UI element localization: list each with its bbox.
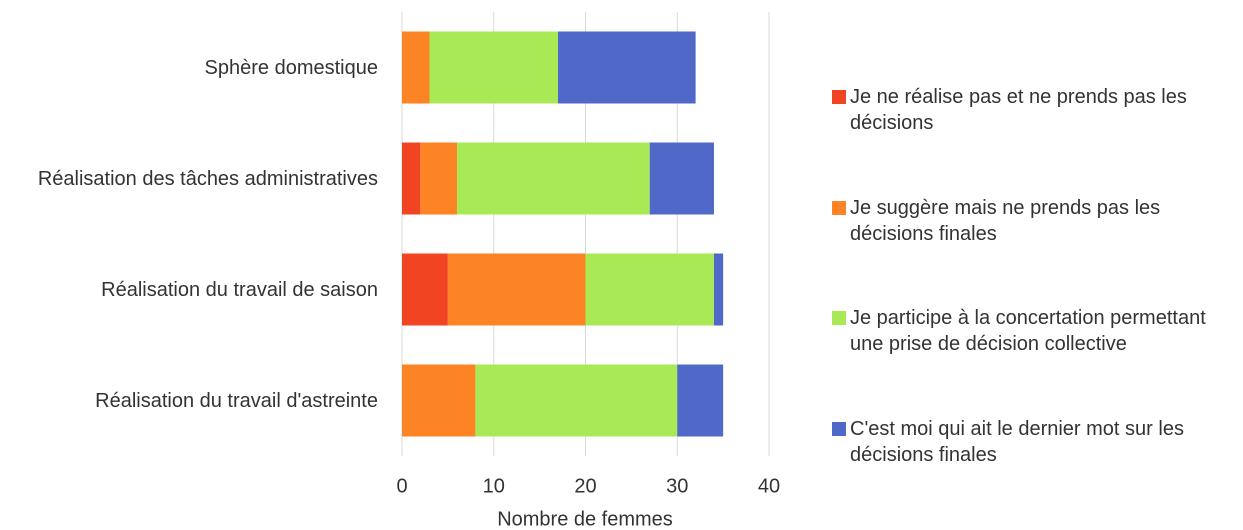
legend-swatch [832, 311, 846, 326]
bar [557, 31, 696, 104]
x-tick-label: 40 [758, 475, 780, 497]
bar [649, 142, 714, 215]
legend-swatch [832, 421, 846, 436]
legend-item: Je participe à la concertation permettan… [832, 305, 1240, 357]
bar [402, 253, 448, 326]
legend-swatch [832, 90, 846, 104]
y-tick-label: Réalisation des tâches administratives [38, 166, 378, 192]
x-tick-label: 20 [574, 475, 596, 497]
x-tick-label: 10 [483, 475, 505, 497]
bar [713, 253, 724, 326]
bar [429, 31, 558, 104]
legend-label: C'est moi qui ait le dernier mot sur les… [850, 417, 1184, 466]
legend-item: Je suggère mais ne prends pas les décisi… [832, 195, 1240, 247]
bar [457, 142, 650, 215]
legend: Je ne réalise pas et ne prends pas les d… [832, 84, 1240, 468]
legend-label: Je suggère mais ne prends pas les décisi… [850, 196, 1161, 245]
bar [402, 142, 421, 215]
bar [420, 142, 458, 215]
y-tick-text: Réalisation du travail d'astreinte [95, 389, 378, 412]
y-tick-text: Sphère domestique [204, 56, 378, 79]
x-axis-label: Nombre de femmes [497, 508, 673, 530]
bar [677, 364, 724, 437]
y-tick-label: Sphère domestique [205, 55, 378, 81]
bar [402, 364, 476, 437]
legend-swatch [832, 200, 846, 215]
bar [475, 364, 678, 437]
x-tick-label: 30 [666, 475, 688, 497]
legend-label: Je participe à la concertation permettan… [850, 307, 1206, 356]
bar [402, 31, 430, 104]
y-tick-text: Réalisation des tâches administratives [37, 167, 378, 190]
y-tick-label: Réalisation du travail d'astreinte [95, 388, 378, 414]
x-tick-label: 0 [396, 475, 407, 497]
y-tick-text: Réalisation du travail de saison [101, 278, 378, 301]
legend-item: Je ne réalise pas et ne prends pas les d… [832, 84, 1240, 136]
bar [447, 253, 586, 326]
y-tick-label: Réalisation du travail de saison [101, 277, 378, 303]
legend-item: C'est moi qui ait le dernier mot sur les… [832, 416, 1240, 468]
bar [585, 253, 714, 326]
legend-label: Je ne réalise pas et ne prends pas les d… [850, 86, 1187, 134]
